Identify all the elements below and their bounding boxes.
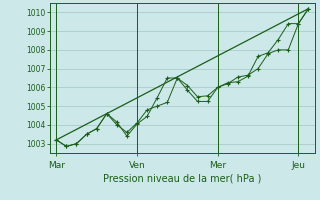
X-axis label: Pression niveau de la mer( hPa ): Pression niveau de la mer( hPa ) [103, 174, 261, 184]
